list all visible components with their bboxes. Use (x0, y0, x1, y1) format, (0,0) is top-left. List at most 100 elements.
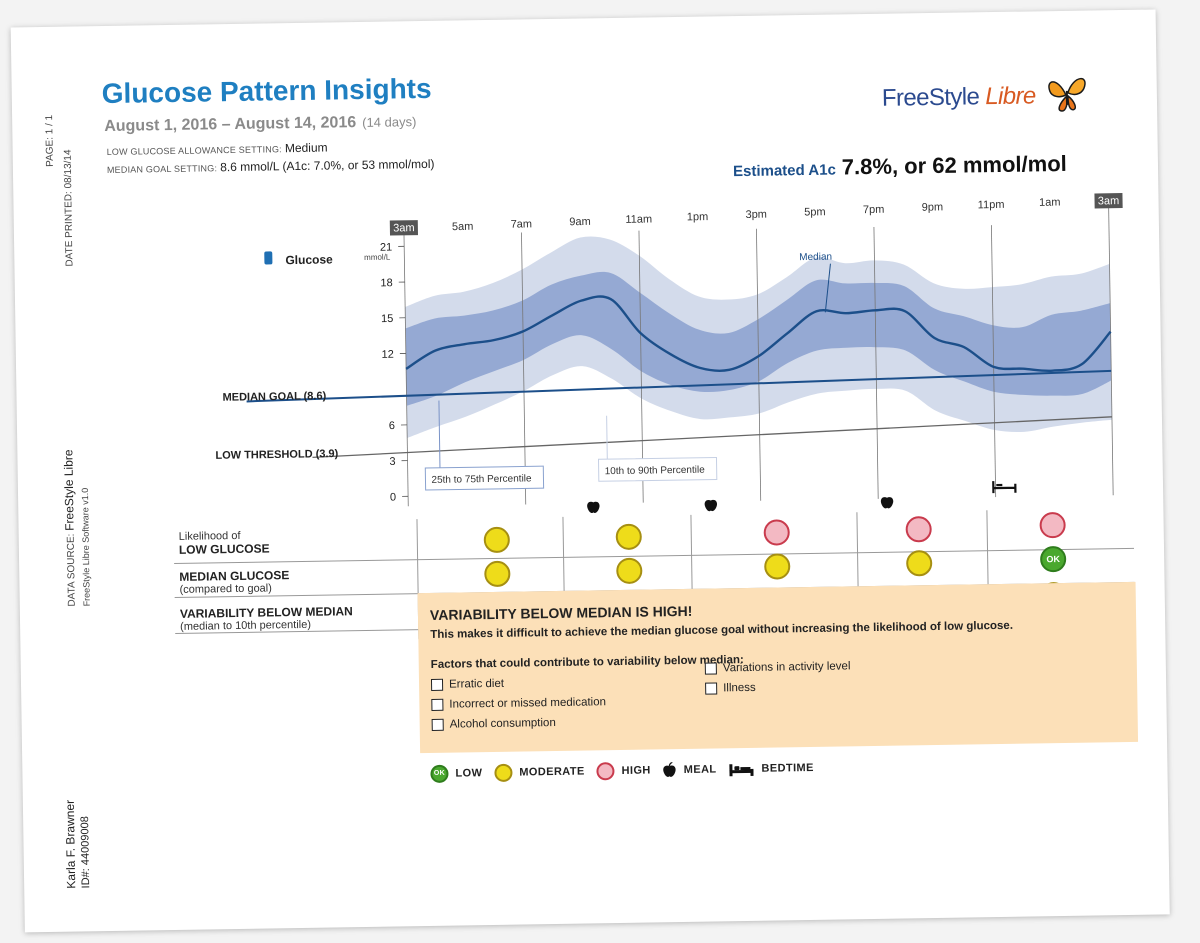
advice-description: This makes it difficult to achieve the m… (430, 619, 1014, 641)
low-threshold-line (312, 416, 1112, 459)
factor-checkbox[interactable] (705, 682, 718, 695)
meal-apple-icon (704, 499, 718, 512)
median-line (405, 295, 1112, 373)
software-version: FreeStyle Libre Software v1.0 (79, 487, 92, 607)
moderate-indicator-icon (616, 557, 643, 584)
factor-alcohol[interactable]: Alcohol consumption (431, 717, 556, 731)
chart-title: Glucose (285, 252, 333, 267)
row-label-line2: (compared to goal) (179, 582, 272, 596)
advice-title: VARIABILITY BELOW MEDIAN IS HIGH! (429, 602, 693, 623)
row-label-line1: MEDIAN GLUCOSE (179, 568, 290, 584)
report-page: Glucose Pattern Insights August 1, 2016 … (10, 9, 1170, 933)
high-indicator-icon (596, 762, 615, 781)
x-tick-badge (1094, 193, 1123, 209)
moderate-indicator-icon (615, 523, 642, 550)
bedtime-bed-icon (992, 481, 1017, 494)
factor-medication[interactable]: Incorrect or missed medication (431, 696, 606, 711)
legend: OK LOW MODERATE HIGH MEAL BEDTIME (430, 759, 814, 783)
x-tick-label: 9am (569, 216, 591, 228)
high-indicator-icon (1039, 511, 1066, 539)
median-goal-line (246, 369, 1112, 403)
estimated-a1c: Estimated A1c 7.8%, or 62 mmol/mol (733, 151, 1067, 182)
bed-icon (729, 764, 754, 777)
factors-title: Factors that could contribute to variabi… (430, 654, 744, 671)
factor-erratic-diet[interactable]: Erratic diet (430, 678, 504, 691)
meal-apple-icon (880, 497, 894, 509)
apple-icon (663, 762, 676, 777)
legend-bedtime-label: BEDTIME (761, 761, 814, 775)
x-tick-badge (389, 220, 419, 236)
chart-right-axis (1108, 199, 1114, 496)
row-label-line2: LOW GLUCOSE (178, 541, 270, 557)
x-tick-label: 3pm (745, 209, 767, 221)
grid-line (521, 232, 527, 505)
factor-illness[interactable]: Illness (705, 682, 756, 695)
factor-label: Incorrect or missed medication (449, 696, 607, 711)
legend-high-label: HIGH (621, 764, 651, 777)
median-goal-label: MEDIAN GOAL SETTING: (106, 163, 218, 175)
moderate-indicator-icon (494, 763, 513, 782)
median-goal-setting: MEDIAN GOAL SETTING: 8.6 mmol/L (A1c: 7.… (107, 157, 435, 176)
high-indicator-icon (763, 519, 790, 546)
meal-apple-icon (587, 501, 600, 514)
data-source: DATA SOURCE: FreeStyle Libre (61, 449, 77, 606)
low-allowance-setting: LOW GLUCOSE ALLOWANCE SETTING: Medium (107, 141, 328, 158)
patient-id: ID#: 44009008 (79, 816, 93, 889)
median-goal-label: MEDIAN GOAL (8.6) (222, 390, 326, 404)
p10-pointer (606, 415, 608, 462)
y-tick-label: 0 (390, 491, 396, 503)
median-label: Median (799, 252, 832, 264)
days-count: (14 days) (362, 114, 417, 130)
pattern-grid: Likelihood of LOW GLUCOSE MEDIAN GLUCOSE (c… (11, 9, 1156, 640)
median-goal-value: 8.6 mmol/L (A1c: 7.0%, or 53 mmol/mol) (220, 156, 435, 175)
factor-label: Variations in activity level (722, 660, 851, 675)
factor-checkbox[interactable] (431, 698, 444, 711)
grid-row-label: Likelihood of LOW GLUCOSE (178, 529, 270, 557)
freestyle-libre-logo: FreeStyle Libre (882, 73, 1090, 118)
moderate-indicator-icon (483, 526, 511, 554)
y-unit-label: mmol/L (364, 253, 391, 262)
row-label-line1: VARIABILITY BELOW MEDIAN (179, 604, 353, 621)
x-tick-label: 3am (393, 222, 415, 234)
a1c-value: 7.8%, or 62 mmol/mol (841, 150, 1067, 180)
legend-bedtime: BEDTIME (728, 760, 814, 777)
factor-activity[interactable]: Variations in activity level (704, 660, 851, 675)
grid-row-label: MEDIAN GLUCOSE (compared to goal) (179, 568, 289, 596)
x-tick-label: 5pm (804, 206, 826, 218)
y-tick-label: 6 (389, 420, 395, 432)
date-range: August 1, 2016 – August 14, 2016 (14 days… (104, 113, 416, 136)
grid-line (756, 228, 762, 501)
legend-moderate-label: MODERATE (519, 765, 585, 779)
x-tick-label: 7pm (863, 204, 885, 216)
ok-indicator-icon: OK (430, 764, 449, 783)
ok-indicator-icon: OK (1039, 545, 1067, 573)
moderate-indicator-icon (764, 553, 791, 580)
butterfly-icon (1048, 77, 1086, 112)
legend-low-label: LOW (455, 767, 483, 780)
factor-checkbox[interactable] (431, 718, 444, 731)
y-tick-label: 3 (389, 456, 395, 468)
y-tick-label: 18 (380, 277, 392, 289)
moderate-indicator-icon (484, 560, 511, 588)
y-tick-label: 21 (380, 242, 392, 254)
p10-90-box (597, 456, 718, 482)
low-allowance-value: Medium (284, 140, 328, 156)
p25-pointer (438, 400, 441, 471)
logo-text-freestyle: FreeStyle (881, 83, 980, 112)
grid-line (873, 226, 879, 499)
grid-row-divider (174, 547, 1135, 564)
variability-advice-box: VARIABILITY BELOW MEDIAN IS HIGH! This m… (417, 581, 1139, 754)
factor-checkbox[interactable] (430, 678, 444, 691)
p25-75-box (424, 465, 545, 491)
grid-line (991, 225, 997, 498)
legend-meal: MEAL (663, 761, 717, 778)
x-tick-label: 9pm (922, 201, 944, 213)
glucose-profile-chart: MEDIAN GOAL (8.6) LOW THRESHOLD (3.9) 0 3 6 1… (215, 193, 1123, 514)
factor-label: Illness (723, 681, 756, 695)
factor-label: Alcohol consumption (449, 717, 556, 731)
factor-checkbox[interactable] (704, 662, 717, 675)
moderate-indicator-icon (906, 549, 933, 576)
y-tick-label: 12 (382, 349, 394, 361)
x-tick-label: 11pm (978, 199, 1005, 211)
x-tick-label: 3am (1098, 195, 1120, 207)
